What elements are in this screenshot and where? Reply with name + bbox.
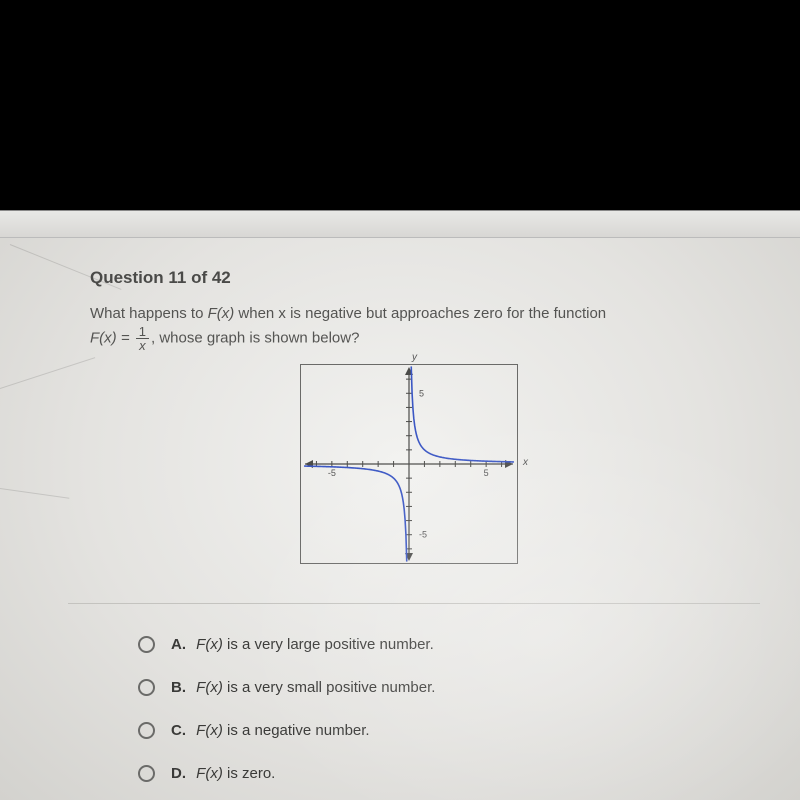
answer-option-b[interactable]: B. F(x) is a very small positive number. bbox=[138, 679, 435, 696]
answer-text: is a negative number. bbox=[223, 722, 370, 739]
radio-icon[interactable] bbox=[138, 722, 155, 739]
answer-letter: A. bbox=[171, 636, 186, 653]
answer-fx: F(x) bbox=[196, 636, 223, 653]
answer-letter: B. bbox=[171, 679, 186, 696]
radio-icon[interactable] bbox=[138, 765, 155, 782]
browser-chrome-strip bbox=[0, 210, 800, 238]
answer-letter: D. bbox=[171, 765, 186, 782]
radio-icon[interactable] bbox=[138, 636, 155, 653]
q-line2-post: , whose graph is shown below? bbox=[151, 330, 359, 347]
q-line2-pre: F(x) = bbox=[90, 330, 134, 347]
question-header: Question 11 of 42 bbox=[90, 268, 710, 288]
screen-crack bbox=[0, 357, 95, 389]
answer-option-a[interactable]: A. F(x) is a very large positive number. bbox=[138, 636, 435, 653]
screen-crack bbox=[0, 488, 69, 499]
y-axis-label: y bbox=[412, 352, 417, 363]
answer-fx: F(x) bbox=[196, 679, 223, 696]
graph-box: -5 5 5 -5 bbox=[300, 364, 518, 564]
question-block: Question 11 of 42 What happens to F(x) w… bbox=[90, 268, 710, 352]
answer-fx: F(x) bbox=[196, 765, 223, 782]
graph-svg: -5 5 5 -5 bbox=[301, 365, 517, 563]
svg-text:-5: -5 bbox=[419, 530, 427, 540]
answer-option-d[interactable]: D. F(x) is zero. bbox=[138, 765, 435, 782]
q-line1-post: when x is negative but approaches zero f… bbox=[234, 305, 606, 322]
answer-fx: F(x) bbox=[196, 722, 223, 739]
svg-text:5: 5 bbox=[419, 388, 424, 398]
fraction-1-over-x: 1x bbox=[136, 325, 149, 352]
radio-icon[interactable] bbox=[138, 679, 155, 696]
answer-text: is zero. bbox=[223, 765, 276, 782]
x-axis-label: x bbox=[523, 457, 528, 468]
q-fx: F(x) bbox=[208, 305, 235, 322]
q-line1-pre: What happens to bbox=[90, 305, 208, 322]
frac-num: 1 bbox=[136, 325, 149, 339]
worksheet-paper: Question 11 of 42 What happens to F(x) w… bbox=[0, 238, 800, 800]
svg-text:5: 5 bbox=[484, 468, 489, 478]
answers-list: A. F(x) is a very large positive number.… bbox=[138, 636, 435, 782]
question-text: What happens to F(x) when x is negative … bbox=[90, 302, 710, 352]
answer-text: is a very large positive number. bbox=[223, 636, 434, 653]
section-divider bbox=[68, 603, 760, 604]
answer-option-c[interactable]: C. F(x) is a negative number. bbox=[138, 722, 435, 739]
svg-text:-5: -5 bbox=[328, 468, 336, 478]
answer-text: is a very small positive number. bbox=[223, 679, 436, 696]
graph-container: y x -555-5 bbox=[300, 364, 518, 574]
frac-den: x bbox=[136, 339, 149, 352]
answer-letter: C. bbox=[171, 722, 186, 739]
top-black-region bbox=[0, 0, 800, 210]
